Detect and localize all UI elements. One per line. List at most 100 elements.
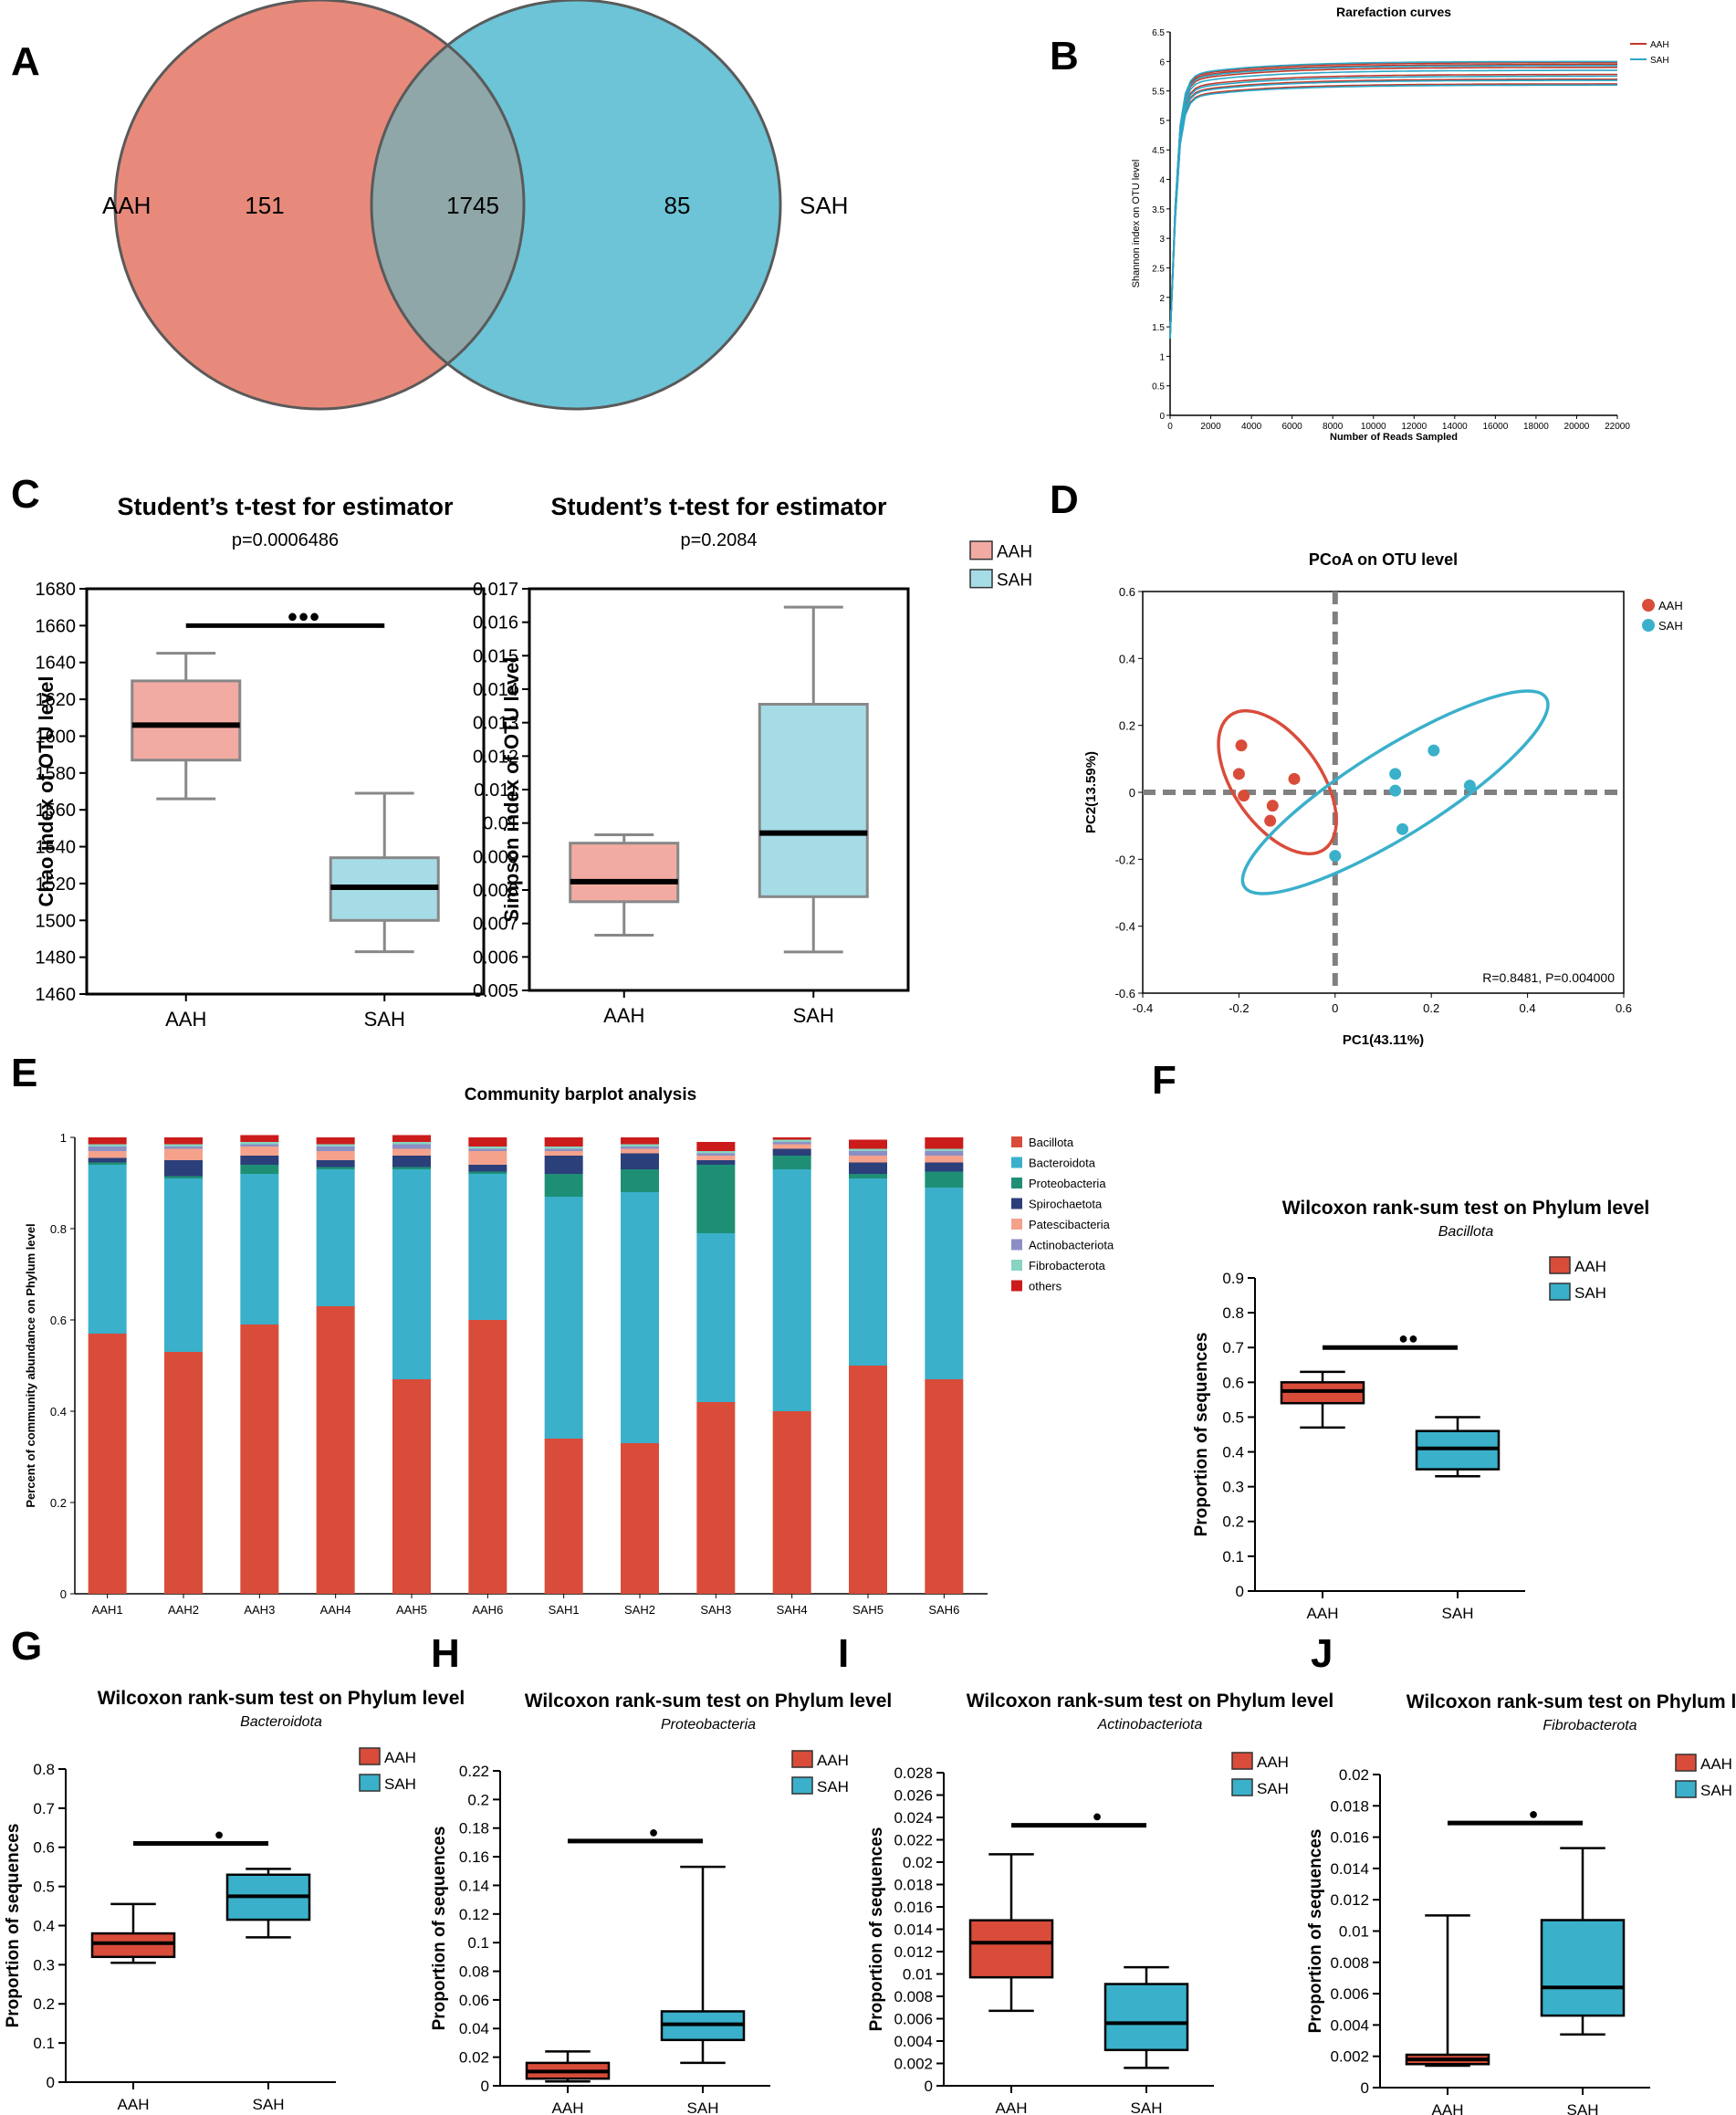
y-tick-label: 0.024: [894, 1809, 933, 1827]
y-tick-label: 0.012: [1330, 1891, 1369, 1909]
legend-label: AAH: [384, 1749, 416, 1766]
x-tick-label: SAH4: [777, 1603, 808, 1617]
bar-segment-bacteroidota: [468, 1174, 507, 1320]
y-tick-label: 0: [1159, 412, 1165, 422]
y-tick-label: 2.5: [1152, 264, 1165, 274]
y-tick-label: 0.18: [459, 1820, 489, 1838]
rarefaction-line-aah1: [1169, 63, 1617, 340]
bar-segment-patescibacteria: [621, 1148, 659, 1154]
y-tick-label: 0.02: [459, 2049, 489, 2067]
bar-segment-others: [772, 1137, 811, 1140]
y-tick-label: 0.006: [1330, 1985, 1369, 2003]
chart-subtitle: Fibrobacterota: [1543, 1718, 1637, 1733]
rarefaction-line-aah4: [1169, 79, 1617, 340]
y-tick-label: 1580: [36, 764, 77, 784]
y-tick-label: 0.02: [903, 1854, 933, 1871]
legend-label: others: [1029, 1280, 1062, 1293]
bar-segment-others: [925, 1137, 964, 1149]
chart-title: PCoA on OTU level: [1309, 550, 1458, 569]
bar-segment-bacillota: [849, 1366, 887, 1594]
y-tick-label: 0.1: [467, 1934, 489, 1952]
y-tick-label: 0.006: [894, 2010, 933, 2027]
y-tick-label: 0: [1236, 1583, 1244, 1600]
significance-marker: ●: [214, 1825, 225, 1843]
y-tick-label: 3: [1159, 235, 1165, 245]
y-tick-label: 3.5: [1152, 205, 1165, 215]
y-tick-label: 0.4: [50, 1405, 67, 1419]
legend-swatch-patescibacteria: [1011, 1219, 1022, 1230]
bar-segment-patescibacteria: [392, 1148, 431, 1156]
legend-label: AAH: [1257, 1754, 1289, 1771]
y-tick-label: 0.01: [483, 814, 518, 834]
bar-segment-others: [240, 1135, 279, 1142]
x-tick-label: SAH6: [928, 1603, 959, 1617]
bar-segment-proteobacteria: [392, 1167, 431, 1169]
y-tick-label: 1.5: [1152, 323, 1165, 333]
y-axis-label: Simpson index of OTU level: [500, 657, 523, 923]
chart-title: Wilcoxon rank-sum test on Phylum level: [1407, 1691, 1736, 1712]
bar-segment-spirochaetota: [164, 1160, 203, 1177]
x-tick-label: 0.2: [1423, 1001, 1439, 1015]
bar-segment-bacillota: [544, 1439, 583, 1594]
legend-label: AAH: [817, 1752, 849, 1769]
y-tick-label: 0.017: [473, 580, 518, 600]
y-tick-label: 1480: [36, 948, 77, 969]
bar-segment-spirochaetota: [696, 1160, 736, 1165]
y-tick-label: 4.5: [1152, 146, 1165, 156]
legend-label: Fibrobacterota: [1029, 1259, 1106, 1272]
y-tick-label: 0.002: [1330, 2048, 1369, 2066]
chart-title: Wilcoxon rank-sum test on Phylum level: [525, 1691, 892, 1712]
bar-segment-spirochaetota: [772, 1148, 811, 1156]
point-aah: [1266, 800, 1279, 812]
panel-label-d: D: [1050, 477, 1079, 522]
legend-label: Bacteroidota: [1029, 1157, 1096, 1170]
y-tick-label: 0.7: [33, 1800, 55, 1817]
x-tick-label: SAH: [364, 1008, 405, 1031]
bar-segment-fibrobacterota: [544, 1146, 583, 1149]
panel-label-a: A: [11, 39, 40, 84]
panel-label-i: I: [838, 1631, 849, 1676]
y-tick-label: 0.2: [1119, 719, 1135, 733]
bar-segment-bacillota: [772, 1411, 811, 1594]
legend-swatch-sah: [791, 1776, 813, 1795]
y-tick-label: 0.3: [1222, 1479, 1244, 1496]
point-sah: [1396, 822, 1409, 835]
y-axis-label: Proportion of sequences: [4, 1824, 23, 2028]
y-tick-label: 0.015: [473, 646, 518, 666]
legend-swatch-aah: [969, 540, 993, 560]
venn-diagram: AAH SAH 151 1745 85: [102, 0, 848, 411]
confidence-ellipse-aah: [1217, 708, 1338, 856]
bacteroidota-boxplot: Wilcoxon rank-sum test on Phylum level Ba…: [4, 1688, 465, 2113]
point-aah: [1288, 772, 1301, 785]
y-tick-label: 0.7: [1222, 1339, 1244, 1356]
y-tick-label: 0.005: [473, 981, 518, 1001]
venn-left-label: AAH: [102, 192, 151, 219]
y-axis-label: Proportion of sequences: [1192, 1333, 1211, 1537]
x-tick-label: SAH2: [624, 1603, 655, 1617]
rarefaction-line-sah4: [1169, 75, 1617, 340]
y-tick-label: 0.008: [473, 881, 518, 901]
panel-label-e: E: [11, 1051, 37, 1095]
bar-segment-fibrobacterota: [468, 1146, 507, 1149]
y-tick-label: 0.6: [1119, 585, 1135, 599]
bar-segment-proteobacteria: [544, 1174, 583, 1197]
y-tick-label: 0.1: [1222, 1548, 1244, 1565]
y-axis-label: Percent of community abundance on Phylum…: [24, 1223, 37, 1507]
y-tick-label: 0.014: [1330, 1860, 1369, 1878]
y-tick-label: 4: [1159, 176, 1165, 186]
y-tick-label: 0.008: [1330, 1954, 1369, 1972]
bar-segment-bacillota: [392, 1379, 431, 1594]
y-tick-label: 1: [60, 1131, 67, 1145]
bar-segment-others: [88, 1137, 127, 1145]
y-tick-label: 0: [481, 2078, 489, 2095]
bar-segment-bacillota: [925, 1379, 964, 1594]
x-tick-label: SAH: [1567, 2101, 1599, 2115]
bar-segment-bacillota: [164, 1352, 203, 1594]
legend-swatch-sah: [1231, 1778, 1253, 1796]
bar-segment-patescibacteria: [696, 1156, 736, 1160]
bar-segment-spirochaetota: [392, 1156, 431, 1167]
x-tick-label: AAH: [1432, 2101, 1464, 2115]
bar-segment-bacillota: [468, 1320, 507, 1594]
y-axis-label: Proportion of sequences: [1306, 1829, 1325, 2034]
x-tick-label: 0: [1167, 422, 1173, 432]
